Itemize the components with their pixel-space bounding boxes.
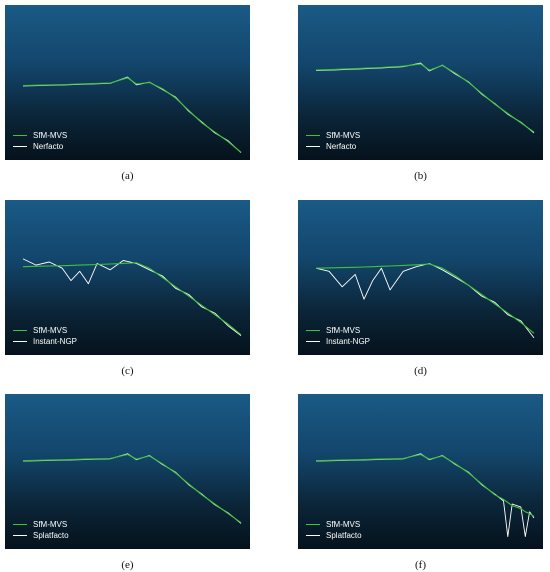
legend-label: SfM-MVS <box>326 326 361 335</box>
legend-label: SfM-MVS <box>326 520 361 529</box>
legend-entry: SfM-MVS <box>306 325 370 336</box>
trajectory-plot <box>315 453 535 538</box>
panel-caption: (d) <box>414 365 427 377</box>
legend-entry: Nerfacto <box>306 141 360 152</box>
legend-entry: Splatfacto <box>306 530 362 541</box>
legend-swatch <box>306 330 320 331</box>
series-line-sfm-mvs <box>315 263 535 334</box>
chart-panel: SfM-MVS Nerfacto <box>298 5 543 160</box>
chart-panel: SfM-MVS Splatfacto <box>5 394 250 549</box>
legend-swatch <box>13 135 27 136</box>
legend-swatch <box>13 535 27 536</box>
trajectory-plot <box>22 76 242 154</box>
legend: SfM-MVS Instant-NGP <box>306 325 370 347</box>
series-line-splatfacto <box>22 453 242 524</box>
legend-label: Nerfacto <box>33 142 64 151</box>
panel-caption: (a) <box>121 170 134 182</box>
legend-label: Splatfacto <box>326 531 362 540</box>
legend-entry: SfM-MVS <box>13 325 77 336</box>
legend-entry: Instant-NGP <box>306 336 370 347</box>
series-line-sfm-mvs <box>315 453 535 517</box>
legend-swatch <box>13 524 27 525</box>
legend-entry: Splatfacto <box>13 530 69 541</box>
series-line-instant-ngp <box>315 263 535 339</box>
legend-label: Splatfacto <box>33 531 69 540</box>
series-line-sfm-mvs <box>22 77 242 153</box>
legend-swatch <box>13 146 27 147</box>
legend-label: SfM-MVS <box>33 520 68 529</box>
legend-label: SfM-MVS <box>33 326 68 335</box>
legend: SfM-MVS Splatfacto <box>13 519 69 541</box>
legend-label: Nerfacto <box>326 142 357 151</box>
trajectory-plot <box>315 263 535 339</box>
trajectory-plot <box>315 62 535 134</box>
legend-swatch <box>306 146 320 147</box>
chart-panel: SfM-MVS Instant-NGP <box>298 200 543 355</box>
panel-caption: (b) <box>414 170 427 182</box>
chart-panel: SfM-MVS Instant-NGP <box>5 200 250 355</box>
trajectory-plot <box>22 453 242 524</box>
legend-entry: SfM-MVS <box>306 130 360 141</box>
series-line-nerfacto <box>315 62 535 134</box>
panel-caption: (e) <box>121 559 134 571</box>
legend-entry: SfM-MVS <box>13 130 67 141</box>
panel-caption: (f) <box>415 559 426 571</box>
legend-swatch <box>306 135 320 136</box>
chart-panel: SfM-MVS Splatfacto <box>298 394 543 549</box>
legend-swatch <box>13 330 27 331</box>
legend: SfM-MVS Instant-NGP <box>13 325 77 347</box>
legend-swatch <box>306 535 320 536</box>
legend-label: SfM-MVS <box>326 131 361 140</box>
legend-label: Instant-NGP <box>326 337 371 346</box>
legend-label: Instant-NGP <box>33 337 78 346</box>
series-line-sfm-mvs <box>22 262 242 336</box>
legend-entry: Instant-NGP <box>13 336 77 347</box>
series-line-sfm-mvs <box>315 63 535 133</box>
legend-entry: Nerfacto <box>13 141 67 152</box>
legend: SfM-MVS Nerfacto <box>306 130 360 152</box>
legend-entry: SfM-MVS <box>306 519 362 530</box>
legend-label: SfM-MVS <box>33 131 68 140</box>
panel-caption: (c) <box>121 365 134 377</box>
legend-swatch <box>306 341 320 342</box>
legend-entry: SfM-MVS <box>13 519 69 530</box>
legend-swatch <box>13 341 27 342</box>
legend: SfM-MVS Nerfacto <box>13 130 67 152</box>
series-line-instant-ngp <box>22 258 242 336</box>
legend: SfM-MVS Splatfacto <box>306 519 362 541</box>
legend-swatch <box>306 524 320 525</box>
series-line-sfm-mvs <box>22 453 242 524</box>
chart-panel: SfM-MVS Nerfacto <box>5 5 250 160</box>
trajectory-plot <box>22 258 242 336</box>
